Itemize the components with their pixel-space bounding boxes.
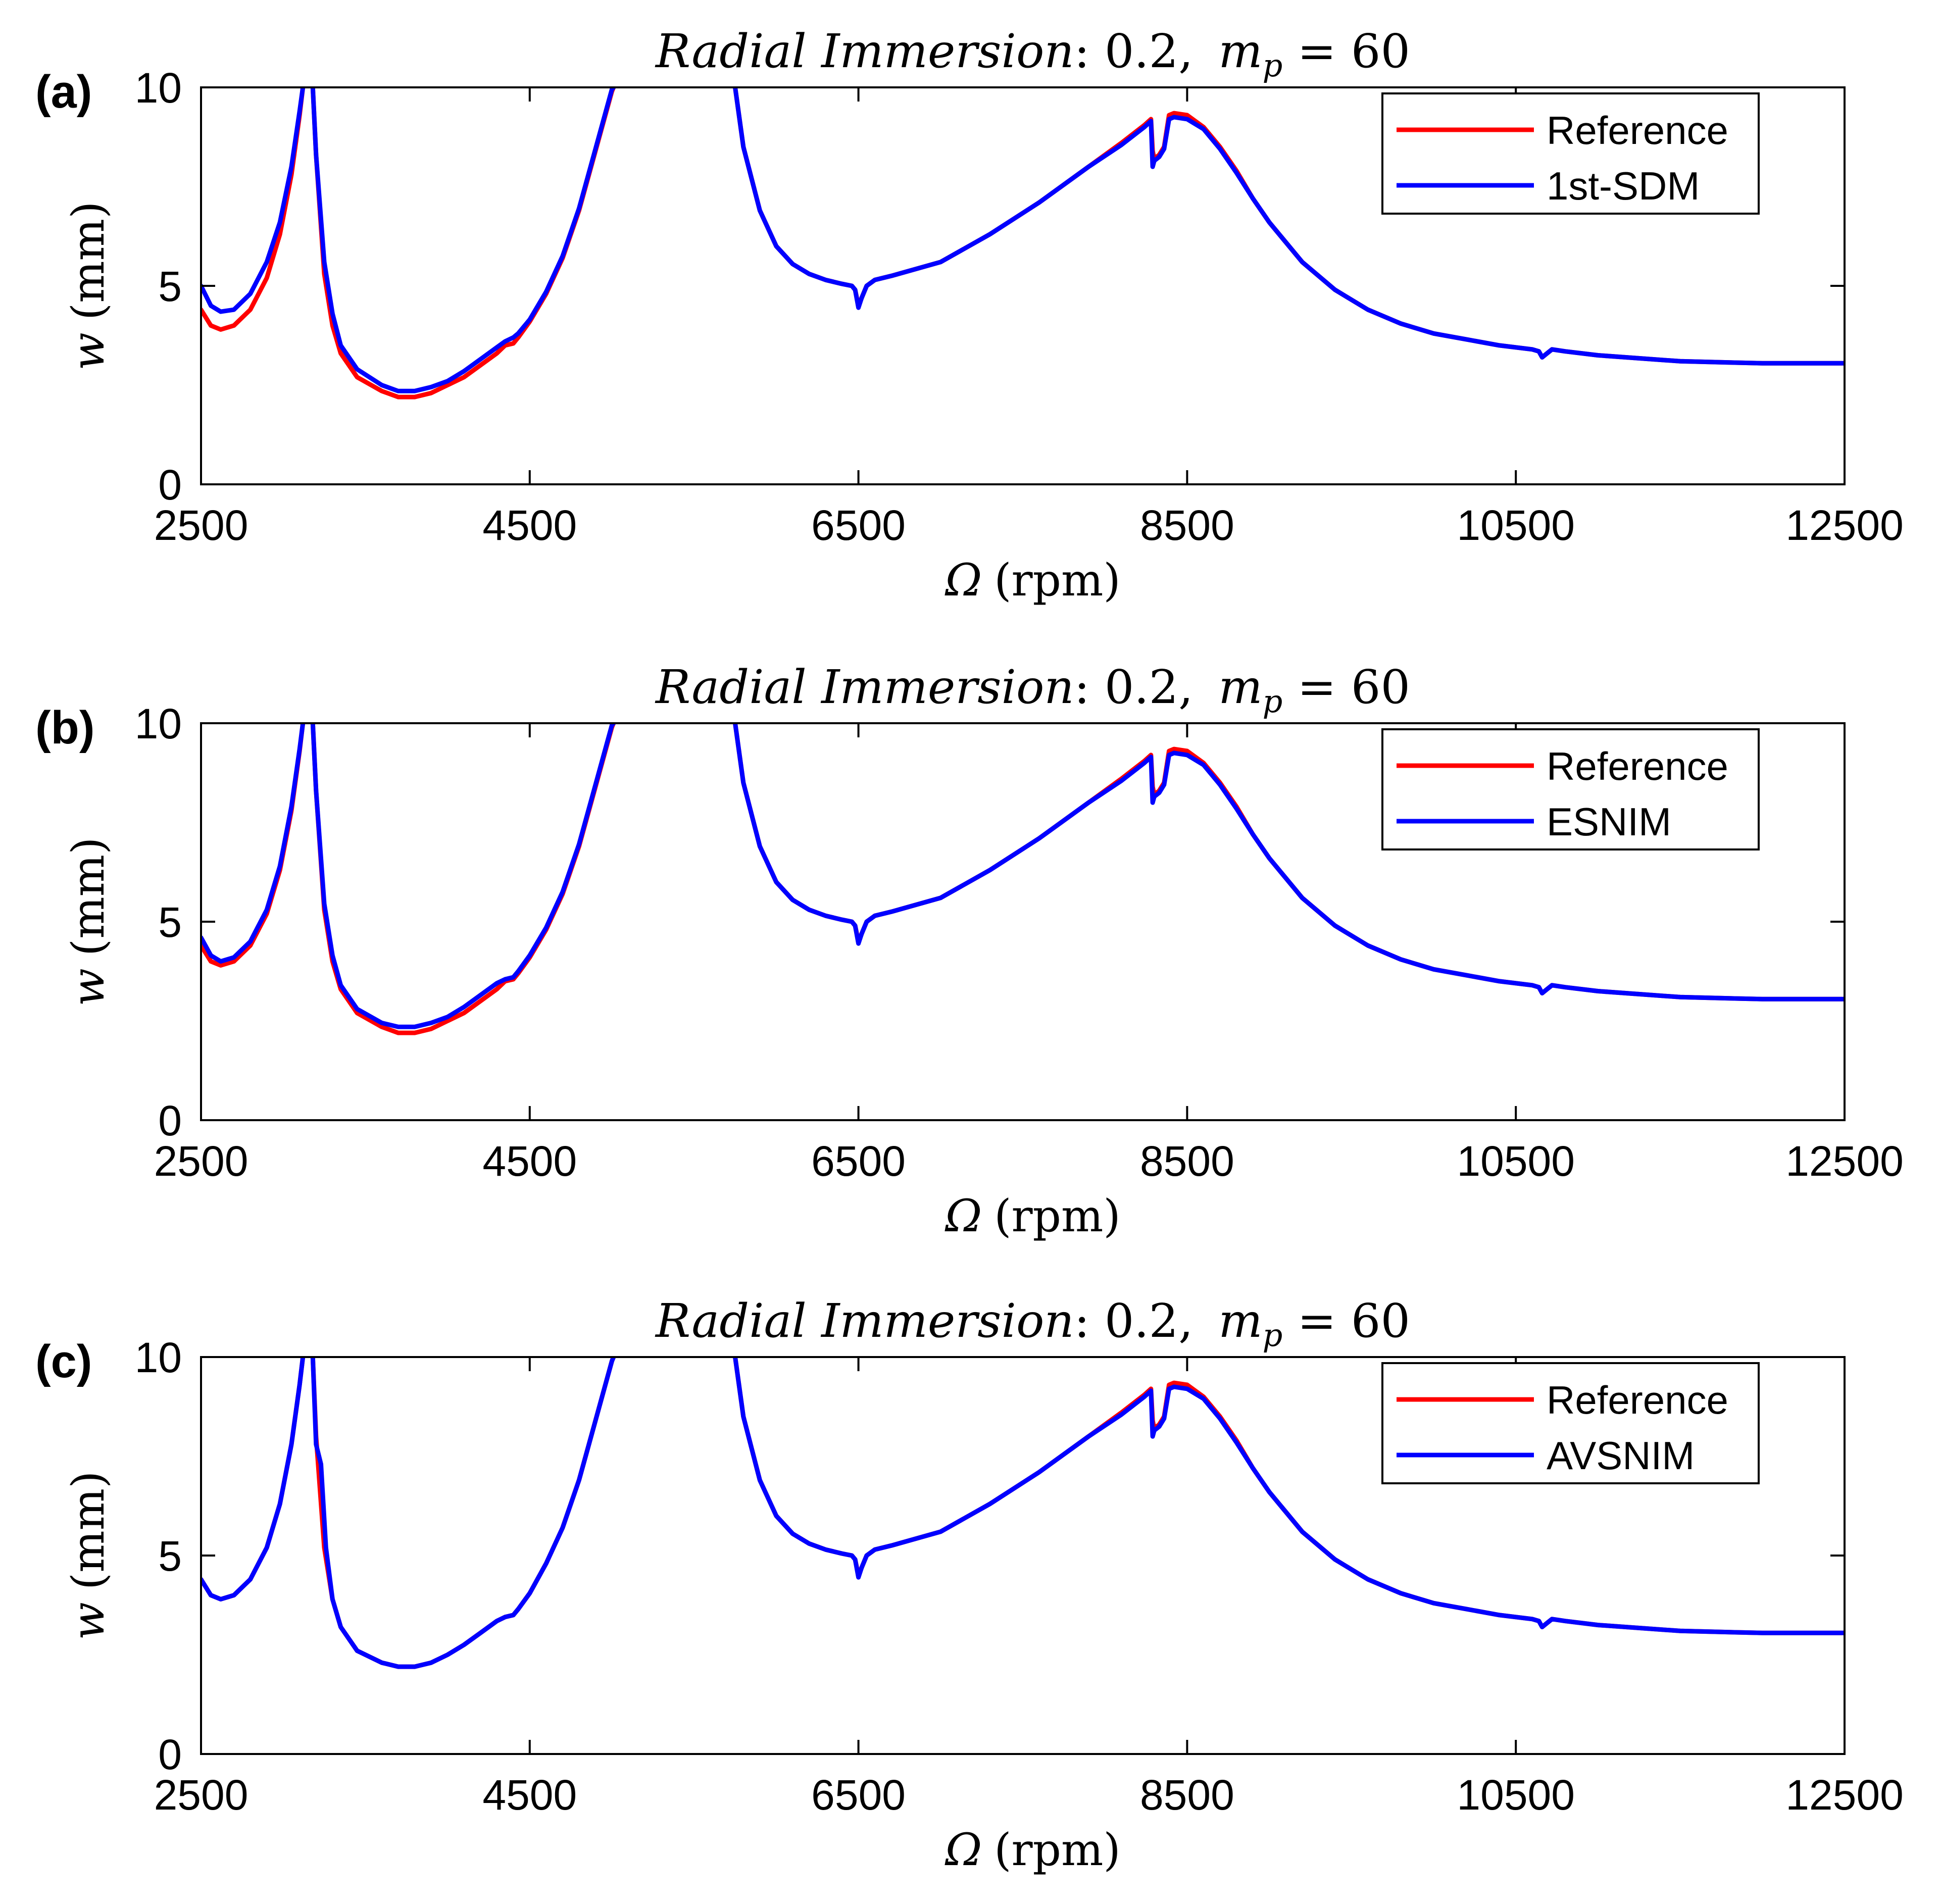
series-group <box>201 1357 1845 1669</box>
legend-box <box>1381 1362 1760 1484</box>
y-axis-unit: (mm) <box>62 837 114 957</box>
title-mp-subscript: p <box>1263 1317 1283 1354</box>
series-line-esnim <box>310 723 616 1029</box>
legend: Reference 1st-SDM <box>1381 92 1760 215</box>
x-tick-label: 12500 <box>1785 1137 1904 1185</box>
x-tick-label: 4500 <box>482 1137 577 1185</box>
title-mp-variable: m <box>1218 1294 1262 1348</box>
plot-title: Radial Immersion: 0.2, mp = 60 <box>655 24 1410 84</box>
y-tick-label: 0 <box>158 1731 182 1778</box>
legend-label: Reference <box>1547 1378 1728 1422</box>
y-axis-symbol: w <box>62 1602 114 1640</box>
series-line-avsnim <box>733 1357 1845 1635</box>
x-tick-label: 12500 <box>1785 1771 1904 1819</box>
x-tick-label: 10500 <box>1457 1137 1575 1185</box>
y-axis-title: w (mm) <box>62 202 114 371</box>
series-line-esnim <box>201 723 306 964</box>
series-line-esnim <box>733 723 1845 1001</box>
x-tick-label: 4500 <box>482 502 577 549</box>
title-mp-value: = 60 <box>1282 660 1410 714</box>
x-axis-symbol: Ω <box>944 1824 982 1876</box>
y-axis-symbol: w <box>62 332 114 370</box>
title-italic-part: Radial Immersion <box>655 24 1074 78</box>
title-value-part: : 0.2, <box>1074 24 1193 78</box>
y-tick-label: 5 <box>158 263 182 310</box>
legend-label: Reference <box>1547 744 1728 788</box>
plot-title: Radial Immersion: 0.2, mp = 60 <box>655 660 1410 720</box>
y-axis-unit: (mm) <box>62 1471 114 1590</box>
y-tick-label: 5 <box>158 1532 182 1580</box>
y-axis-title: w (mm) <box>62 837 114 1007</box>
chart-panel: 2500 4500 6500 8500 10500 12500 0 5 10 (c) Radial … <box>35 1294 1904 1876</box>
title-mp-subscript: p <box>1263 683 1283 720</box>
legend-box <box>1381 92 1760 215</box>
x-axis-symbol: Ω <box>944 1190 982 1242</box>
title-value-part: : 0.2, <box>1074 660 1193 714</box>
x-tick-label: 6500 <box>811 1137 906 1185</box>
y-tick-label: 5 <box>158 898 182 946</box>
x-axis-unit: (rpm) <box>994 1824 1121 1876</box>
x-tick-label: 2500 <box>154 1137 248 1185</box>
legend-box <box>1381 728 1760 850</box>
series-line-1st-sdm <box>733 87 1845 366</box>
x-tick-label: 10500 <box>1457 502 1575 549</box>
panel-label: (b) <box>35 702 94 754</box>
x-tick-label: 2500 <box>154 502 248 549</box>
x-tick-label: 6500 <box>811 1771 906 1819</box>
series-line-1st-sdm <box>310 87 616 393</box>
x-axis-title: Ω (rpm) <box>944 554 1120 606</box>
panel-label: (c) <box>35 1336 92 1387</box>
panel-label: (a) <box>35 66 92 118</box>
series-line-avsnim <box>201 1357 306 1601</box>
y-tick-label: 10 <box>135 64 182 112</box>
y-tick-label: 10 <box>135 700 182 747</box>
title-mp-value: = 60 <box>1282 1294 1410 1348</box>
title-italic-part: Radial Immersion <box>655 1294 1074 1348</box>
y-tick-label: 10 <box>135 1334 182 1381</box>
x-axis-unit: (rpm) <box>994 1190 1121 1242</box>
plot-title: Radial Immersion: 0.2, mp = 60 <box>655 1294 1410 1354</box>
x-axis-title: Ω (rpm) <box>944 1824 1120 1876</box>
x-tick-label: 8500 <box>1140 1771 1234 1819</box>
legend: Reference ESNIM <box>1381 728 1760 850</box>
legend-label: AVSNIM <box>1547 1433 1695 1478</box>
title-mp-value: = 60 <box>1282 24 1410 78</box>
title-mp-variable: m <box>1218 24 1262 78</box>
series-group <box>201 87 1845 399</box>
chart-panel: 2500 4500 6500 8500 10500 12500 0 5 10 (a) Radial … <box>35 24 1904 606</box>
title-mp-subscript: p <box>1263 47 1283 84</box>
x-axis-title: Ω (rpm) <box>944 1190 1120 1242</box>
legend-label: ESNIM <box>1547 799 1671 844</box>
x-axis-symbol: Ω <box>944 554 982 606</box>
x-tick-label: 6500 <box>811 502 906 549</box>
title-mp-variable: m <box>1218 660 1262 714</box>
y-axis-title: w (mm) <box>62 1471 114 1640</box>
title-value-part: : 0.2, <box>1074 1294 1193 1348</box>
series-line-reference <box>201 1357 306 1601</box>
y-tick-label: 0 <box>158 461 182 509</box>
x-axis-unit: (rpm) <box>994 554 1121 606</box>
x-tick-label: 4500 <box>482 1771 577 1819</box>
legend-label: 1st-SDM <box>1547 164 1700 208</box>
x-tick-label: 12500 <box>1785 502 1904 549</box>
x-tick-label: 8500 <box>1140 502 1234 549</box>
x-tick-label: 2500 <box>154 1771 248 1819</box>
title-italic-part: Radial Immersion <box>655 660 1074 714</box>
series-line-avsnim <box>310 1357 616 1669</box>
y-tick-label: 0 <box>158 1097 182 1144</box>
series-line-reference <box>201 723 306 968</box>
y-axis-unit: (mm) <box>62 202 114 321</box>
y-axis-symbol: w <box>62 968 114 1006</box>
legend: Reference AVSNIM <box>1381 1362 1760 1484</box>
x-tick-label: 10500 <box>1457 1771 1575 1819</box>
chart-panel: 2500 4500 6500 8500 10500 12500 0 5 10 (b) Radial … <box>35 660 1904 1242</box>
series-line-1st-sdm <box>201 87 306 314</box>
x-tick-label: 8500 <box>1140 1137 1234 1185</box>
series-group <box>201 723 1845 1035</box>
legend-label: Reference <box>1547 108 1728 153</box>
